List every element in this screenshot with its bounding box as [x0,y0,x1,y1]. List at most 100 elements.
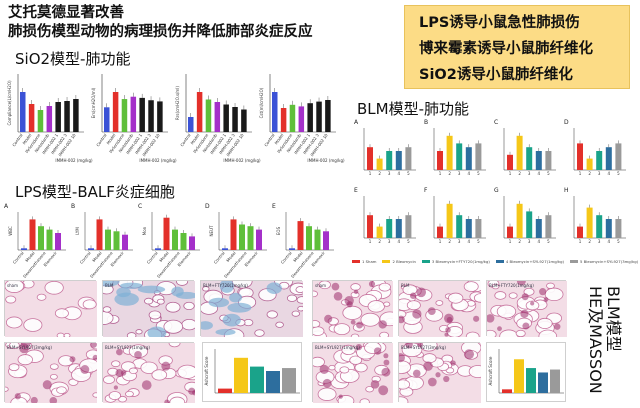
score-bar [234,357,248,393]
legend-label: 1 Sham [362,258,377,264]
histology-alveolus [508,292,518,299]
blm-bar [605,147,612,170]
histology-alveolus [23,318,43,332]
histology-image-texture [5,281,97,337]
histology-collagen [114,292,139,306]
sio2-xlabel: IMMH-002 (mg/kg) [139,158,177,163]
histology-infiltrate [450,360,456,366]
blm-group-number: 4 [398,171,401,176]
histology-infiltrate [443,375,450,383]
histology-infiltrate [338,394,343,399]
sio2-bar [73,99,79,132]
sio2-group-label: Control [179,133,191,148]
histology-alveolus [286,294,298,302]
lps-chart-letter: B [71,203,75,210]
lps-group-label: Control [12,250,25,264]
histology-infiltrate [444,313,454,324]
lps-chart-letter: C [138,203,142,210]
histology-alveolus [54,308,69,319]
lps-bar [180,233,187,250]
histology-image-texture [399,343,481,403]
histology-tile-label: BLM [105,283,114,288]
histology-infiltrate [409,292,417,299]
histology-infiltrate [423,361,433,371]
lps-group-label: Model [158,250,170,262]
score-bar [250,366,264,393]
histology-infiltrate [353,289,359,295]
sio2-chart-ylabel: Rrs(cmH2O.s/ml) [175,86,180,120]
legend-item: 2 Bleomycin [382,259,416,264]
sio2-bar [139,97,145,132]
histology-infiltrate [356,321,364,329]
sio2-bar [148,100,154,132]
blm-bar [586,207,593,238]
lps-bar [105,229,111,250]
histology-image-texture [313,343,393,403]
blm-group-number: 2 [518,239,521,244]
histology-alveolus [341,344,356,356]
blm-bar [405,147,412,170]
histology-infiltrate [521,293,529,301]
histology-infiltrate [497,326,502,332]
lps-bar [247,226,254,250]
legend-swatch [382,259,391,263]
histology-infiltrate [378,385,389,396]
blm-bar [545,215,552,238]
blm-bar [586,158,593,170]
blm-group-number: 3 [388,171,391,176]
histology-alveolus [313,356,325,368]
histology-alveolus [465,331,480,337]
score-bar [538,372,548,393]
blm-group-number: 2 [448,171,451,176]
histology-infiltrate [319,364,329,374]
histology-tile-label: BLM+SYL927(1mg/kg) [105,345,150,350]
histology-infiltrate [42,380,52,390]
blm-chart-legend: 1 Sham 2 Bleomycin 3 Bleomycin+FTY720(1mg/… [352,256,638,266]
histology-tile-label: BLM [401,283,410,288]
blm-group-number: 4 [468,239,471,244]
callout-item-lps: LPS诱导小鼠急性肺损伤 [419,15,580,31]
sio2-chart-4: Cst(ml/cmH2O)ControlModelPirfenidoneNint… [259,74,345,163]
blm-group-number: 5 [407,239,410,244]
lps-bar [289,248,295,250]
histology-alveolus [125,390,134,398]
histology-label-line-1: BLM模型 [604,286,623,352]
histology-alveolus [108,391,122,400]
sio2-xlabel: IMMH-002 (mg/kg) [307,158,345,163]
section-lps-balf: LPS模型-BALF炎症细胞 [15,183,175,201]
legend-swatch [495,259,504,263]
blm-bar [615,143,622,170]
histology-collagen [208,297,230,308]
histology-alveolus [163,319,184,334]
histology-alveolus [328,364,336,371]
histology-infiltrate [435,372,441,378]
lps-group-label: Control [213,250,226,264]
histology-alveolus [342,305,363,320]
blm-chart-letter: B [424,119,428,126]
histology-alveolus [254,329,265,337]
histology-alveolus [103,375,115,385]
histology-alveolus [156,298,165,305]
blm-group-number: 2 [588,171,591,176]
ashcroft-score-chart-left: Ashcroft Score [202,342,302,402]
sio2-bar [20,92,26,132]
histology-alveolus [148,310,162,320]
sio2-bar [55,102,61,132]
blm-group-number: 1 [579,171,582,176]
sio2-bar [223,104,229,132]
histology-collagen [219,281,234,293]
sio2-group-label: Control [263,133,275,148]
sio2-bar [272,92,278,132]
histology-vertical-label: BLM模型 HE及MASSON [586,286,623,394]
sio2-bar [130,96,137,132]
lps-group-label: Model [24,250,36,262]
histology-image-texture [201,281,303,337]
sio2-bar [298,106,305,132]
lps-chart-ylabel: Mon [142,226,147,235]
lps-bar [113,231,120,250]
blm-bar [367,147,373,170]
blm-bar [615,219,622,238]
histology-infiltrate [115,369,124,378]
histology-image-texture [313,281,393,337]
